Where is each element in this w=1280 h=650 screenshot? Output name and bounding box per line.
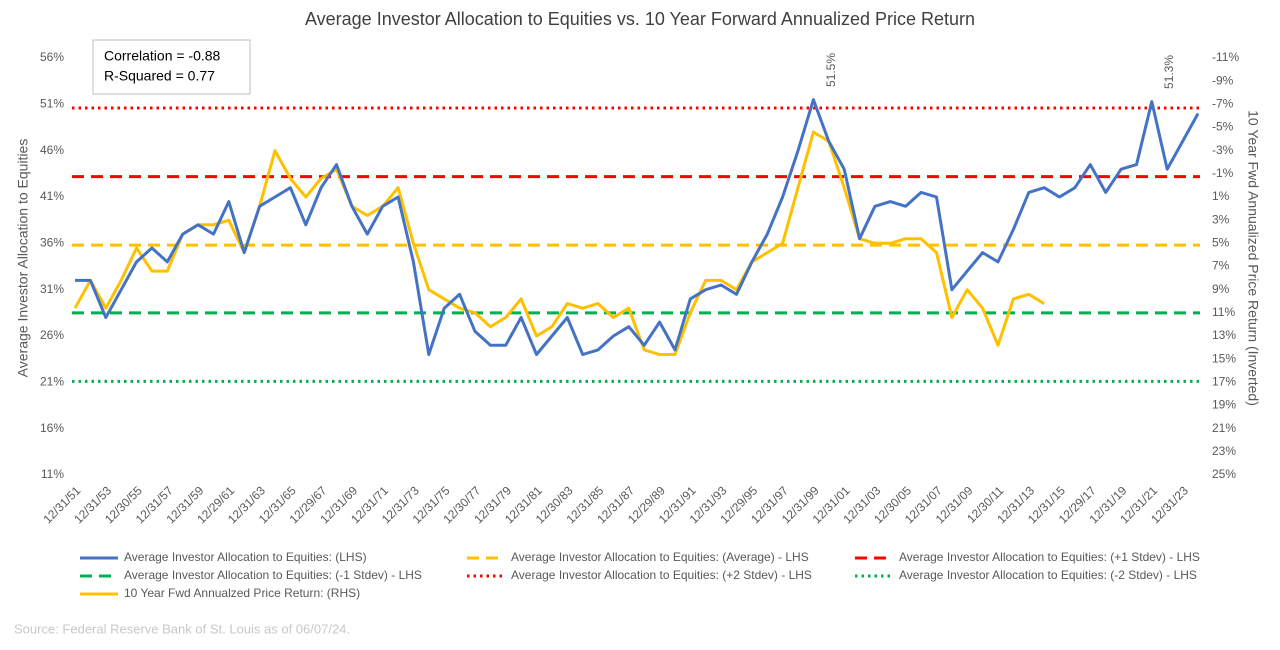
y2-tick-label: 1% <box>1212 189 1230 203</box>
annotation: 51.5% <box>824 53 838 87</box>
y2-tick-label: 9% <box>1212 282 1230 296</box>
y2-tick-label: -1% <box>1212 166 1234 180</box>
y-tick-label: 21% <box>40 375 64 389</box>
y2-axis-title: 10 Year Fwd Annualized Price Return (Inv… <box>1245 110 1261 406</box>
y2-tick-label: 23% <box>1212 444 1236 458</box>
y-tick-label: 41% <box>40 189 64 203</box>
y2-tick-label: 11% <box>1212 305 1235 319</box>
y-tick-label: 56% <box>40 50 64 64</box>
y-tick-label: 26% <box>40 328 64 342</box>
stats-text: R-Squared = 0.77 <box>104 68 215 84</box>
legend-label: Average Investor Allocation to Equities:… <box>899 568 1197 582</box>
y2-tick-label: -7% <box>1212 97 1234 111</box>
legend-label: Average Investor Allocation to Equities:… <box>511 550 809 564</box>
y2-tick-label: 7% <box>1212 259 1230 273</box>
y2-tick-label: 3% <box>1212 212 1230 226</box>
stats-box <box>92 39 251 95</box>
y2-tick-label: -11% <box>1212 50 1239 64</box>
data-line <box>75 98 1200 356</box>
data-line <box>73 130 1045 356</box>
y-tick-label: 36% <box>40 236 64 250</box>
y2-tick-label: 15% <box>1212 351 1236 365</box>
y2-tick-label: 25% <box>1212 467 1236 481</box>
y2-tick-label: 5% <box>1212 236 1230 250</box>
y-tick-label: 31% <box>40 282 64 296</box>
legend-label: Average Investor Allocation to Equities:… <box>511 568 812 582</box>
legend-label: Average Investor Allocation to Equities:… <box>124 550 367 564</box>
y2-tick-label: -3% <box>1212 143 1234 157</box>
y2-tick-label: -5% <box>1212 120 1234 134</box>
legend-label: Average Investor Allocation to Equities:… <box>124 568 422 582</box>
y2-tick-label: 17% <box>1212 375 1236 389</box>
y-tick-label: 51% <box>40 97 64 111</box>
stats-text: Correlation = -0.88 <box>104 48 221 64</box>
source: Source: Federal Reserve Bank of St. Loui… <box>14 621 350 636</box>
y-tick-label: 46% <box>40 143 64 157</box>
y2-tick-label: -9% <box>1212 73 1234 87</box>
y2-tick-label: 13% <box>1212 328 1236 342</box>
legend-label: Average Investor Allocation to Equities:… <box>899 550 1200 564</box>
y-tick-label: 16% <box>40 421 64 435</box>
y2-tick-label: 21% <box>1212 421 1236 435</box>
y-tick-label: 11% <box>41 467 64 481</box>
legend-label: 10 Year Fwd Annualzed Price Return: (RHS… <box>124 586 360 600</box>
annotation: 51.3% <box>1162 55 1176 89</box>
y2-tick-label: 19% <box>1212 398 1236 412</box>
y-axis-title: Average Investor Allocation to Equities <box>15 139 31 378</box>
chart-title: Average Investor Allocation to Equities … <box>305 9 975 29</box>
